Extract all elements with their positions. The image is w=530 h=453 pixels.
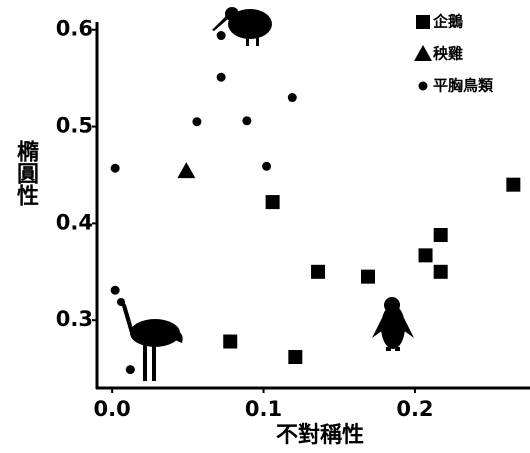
marker	[111, 286, 120, 295]
marker	[266, 195, 280, 209]
marker	[223, 335, 237, 349]
marker	[361, 270, 375, 284]
x-tick-label: 0.1	[245, 397, 282, 421]
legend-marker	[414, 45, 432, 61]
penguin-silhouette	[372, 297, 414, 351]
marker	[288, 350, 302, 364]
x-tick-label: 0.0	[94, 397, 131, 421]
marker	[111, 164, 120, 173]
legend-label: 秧雞	[433, 45, 463, 63]
marker	[217, 73, 226, 82]
legend-label: 平胸鳥類	[433, 77, 494, 95]
kiwi-silhouette	[212, 7, 272, 46]
y-tick-label: 0.6	[56, 17, 93, 41]
y-tick-label: 0.4	[56, 210, 93, 234]
marker	[506, 178, 520, 192]
legend-marker	[419, 82, 428, 91]
marker	[288, 93, 297, 102]
marker	[217, 31, 226, 40]
marker	[192, 117, 201, 126]
marker	[126, 365, 135, 374]
y-tick-label: 0.5	[56, 114, 93, 138]
marker	[434, 265, 448, 279]
marker	[311, 265, 325, 279]
marker	[177, 162, 195, 178]
marker	[262, 162, 271, 171]
legend-marker	[416, 15, 430, 29]
x-axis-label: 不對稱性	[276, 423, 364, 448]
marker	[434, 228, 448, 242]
marker	[242, 116, 251, 125]
x-tick-label: 0.2	[396, 397, 433, 421]
y-axis-label: 橢圓性	[13, 139, 39, 206]
chart: 不對稱性 橢圓性 0.0 0.1 0.2 0.3 0.4 0.5 0.6 企鵝秧雞平胸鳥類	[0, 0, 530, 453]
y-tick-label: 0.3	[56, 307, 93, 331]
marker	[419, 248, 433, 262]
legend-label: 企鵝	[432, 13, 463, 31]
